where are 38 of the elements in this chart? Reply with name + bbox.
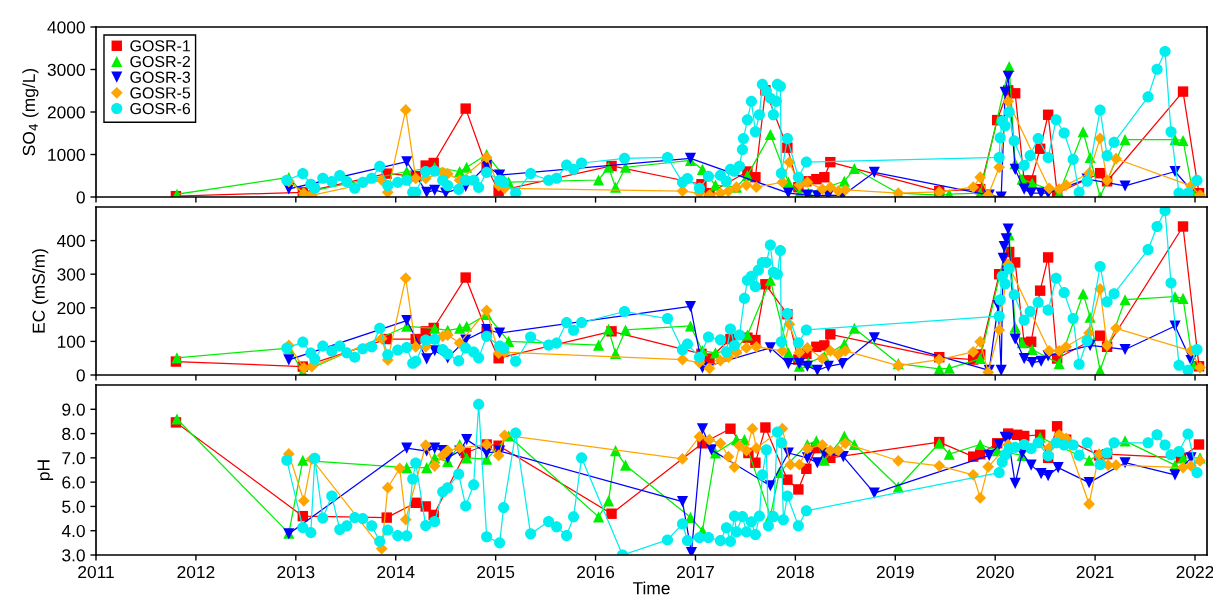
y-tick-label: 8.0 bbox=[62, 427, 85, 441]
x-axis-title: Time bbox=[632, 581, 670, 595]
y-tick-label: 6.0 bbox=[62, 476, 85, 489]
y-tick-label: 3000 bbox=[47, 63, 85, 76]
x-tick-label: 2019 bbox=[876, 565, 914, 579]
legend-label: GOSR-5 bbox=[130, 87, 191, 99]
x-tick-label: 2018 bbox=[776, 565, 814, 579]
y-tick-label: 3.0 bbox=[62, 549, 85, 562]
x-tick-label: 2016 bbox=[577, 565, 615, 579]
y-axis-title: EC (mS/m) bbox=[32, 249, 49, 333]
legend-label: GOSR-6 bbox=[130, 102, 191, 115]
x-tick-label: 2011 bbox=[78, 565, 114, 579]
legend-label: GOSR-2 bbox=[130, 55, 190, 68]
x-tick-label: 2015 bbox=[477, 565, 515, 579]
legend-label: GOSR-3 bbox=[130, 71, 191, 83]
y-tick-label: 100 bbox=[57, 335, 85, 348]
y-tick-label: 0 bbox=[76, 369, 85, 382]
y-tick-label: 7.0 bbox=[62, 452, 85, 465]
y-axis-title: pH bbox=[37, 460, 54, 480]
legend-label: GOSR-1 bbox=[130, 40, 190, 52]
x-tick-label: 2012 bbox=[177, 565, 215, 579]
y-tick-label: 400 bbox=[57, 234, 85, 248]
x-tick-label: 2017 bbox=[677, 565, 714, 579]
x-tick-label: 2021 bbox=[1076, 565, 1114, 579]
y-tick-label: 300 bbox=[57, 268, 85, 281]
y-tick-label: 4.0 bbox=[61, 524, 85, 538]
y-tick-label: 0 bbox=[76, 191, 85, 204]
y-tick-label: 1000 bbox=[48, 148, 85, 161]
x-tick-label: 2014 bbox=[377, 565, 415, 579]
y-tick-label: 9.0 bbox=[62, 403, 85, 416]
y-tick-label: 4000 bbox=[47, 21, 85, 34]
x-tick-label: 2013 bbox=[277, 565, 315, 579]
y-axis-title: SO$_{4}$ (mg/L) bbox=[22, 68, 39, 156]
x-tick-label: 2020 bbox=[976, 565, 1014, 579]
x-tick-label: 2022 bbox=[1176, 565, 1213, 579]
y-tick-label: 5.0 bbox=[62, 500, 85, 513]
y-tick-label: 2000 bbox=[47, 106, 85, 119]
y-tick-label: 200 bbox=[57, 301, 85, 315]
